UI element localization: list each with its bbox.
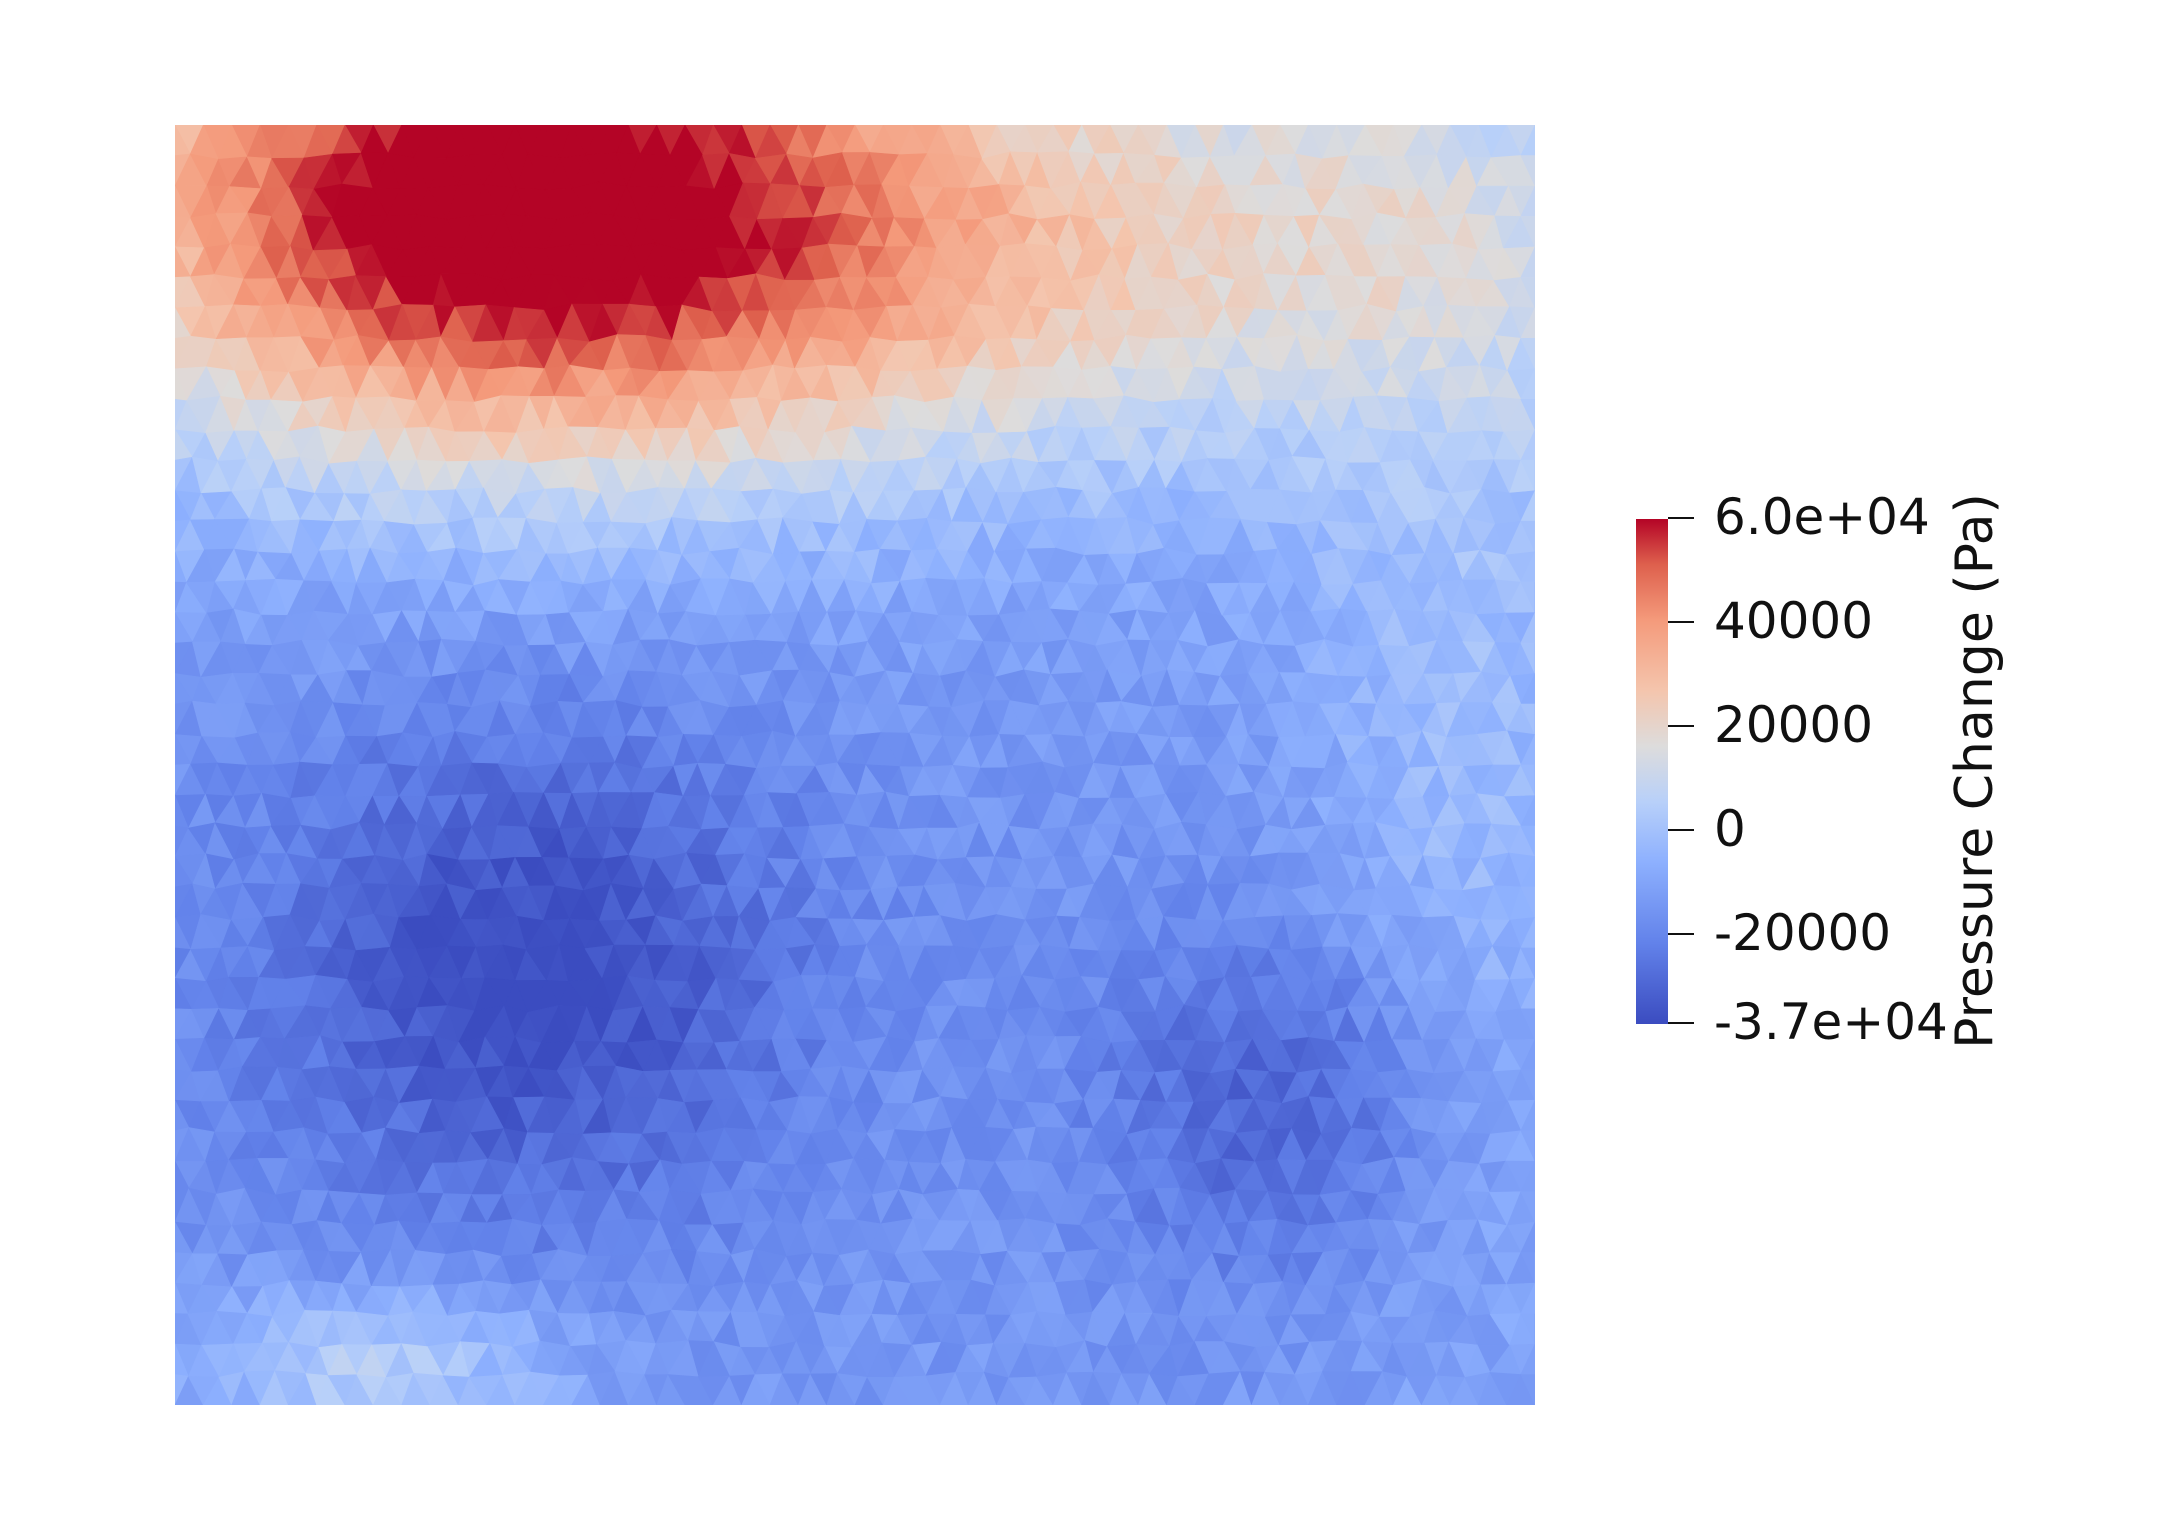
triangle-mesh: [175, 125, 1535, 1405]
mesh-cell: [1520, 398, 1535, 430]
mesh-cell: [1520, 520, 1535, 552]
colorbar-tick-2: [1668, 725, 1694, 727]
colorbar-tick-label: 6.0e+04: [1714, 488, 1930, 546]
mesh-cell: [1520, 947, 1535, 979]
mesh-cell: [1520, 825, 1535, 857]
colorbar: [1636, 519, 1668, 1024]
colorbar-tick-label: -20000: [1714, 904, 1892, 962]
mesh-cell: [1520, 764, 1535, 796]
mesh-cell: [1520, 1252, 1535, 1284]
mesh-cell: [1520, 155, 1535, 187]
mesh-cell: [1520, 642, 1535, 674]
mesh-cell: [1520, 1191, 1535, 1223]
colorbar-title: Pressure Change (Pa): [1945, 493, 2005, 1049]
mesh-cell: [1520, 1313, 1535, 1345]
colorbar-tick-0: [1668, 517, 1694, 519]
colorbar-tick-label: -3.7e+04: [1714, 993, 1948, 1051]
colorbar-tick-3: [1668, 829, 1694, 831]
colorbar-tick-1: [1668, 621, 1694, 623]
mesh-cell: [1520, 703, 1535, 735]
mesh-cell: [1520, 277, 1535, 309]
colorbar-tick-label: 0: [1714, 800, 1746, 858]
mesh-cell: [1520, 1069, 1535, 1101]
mesh-cell: [1520, 216, 1535, 248]
mesh-cell: [1520, 1374, 1535, 1405]
colorbar-tick-label: 20000: [1714, 696, 1874, 754]
colorbar-tick-label: 40000: [1714, 592, 1874, 650]
mesh-cell: [1520, 581, 1535, 613]
mesh-cell: [1520, 1008, 1535, 1040]
mesh-cell: [1520, 337, 1535, 369]
colorbar-tick-4: [1668, 933, 1694, 935]
mesh-cell: [1520, 1130, 1535, 1162]
colorbar-tick-5: [1668, 1022, 1694, 1024]
mesh-cell: [1520, 886, 1535, 918]
mesh-cell: [1520, 459, 1535, 491]
